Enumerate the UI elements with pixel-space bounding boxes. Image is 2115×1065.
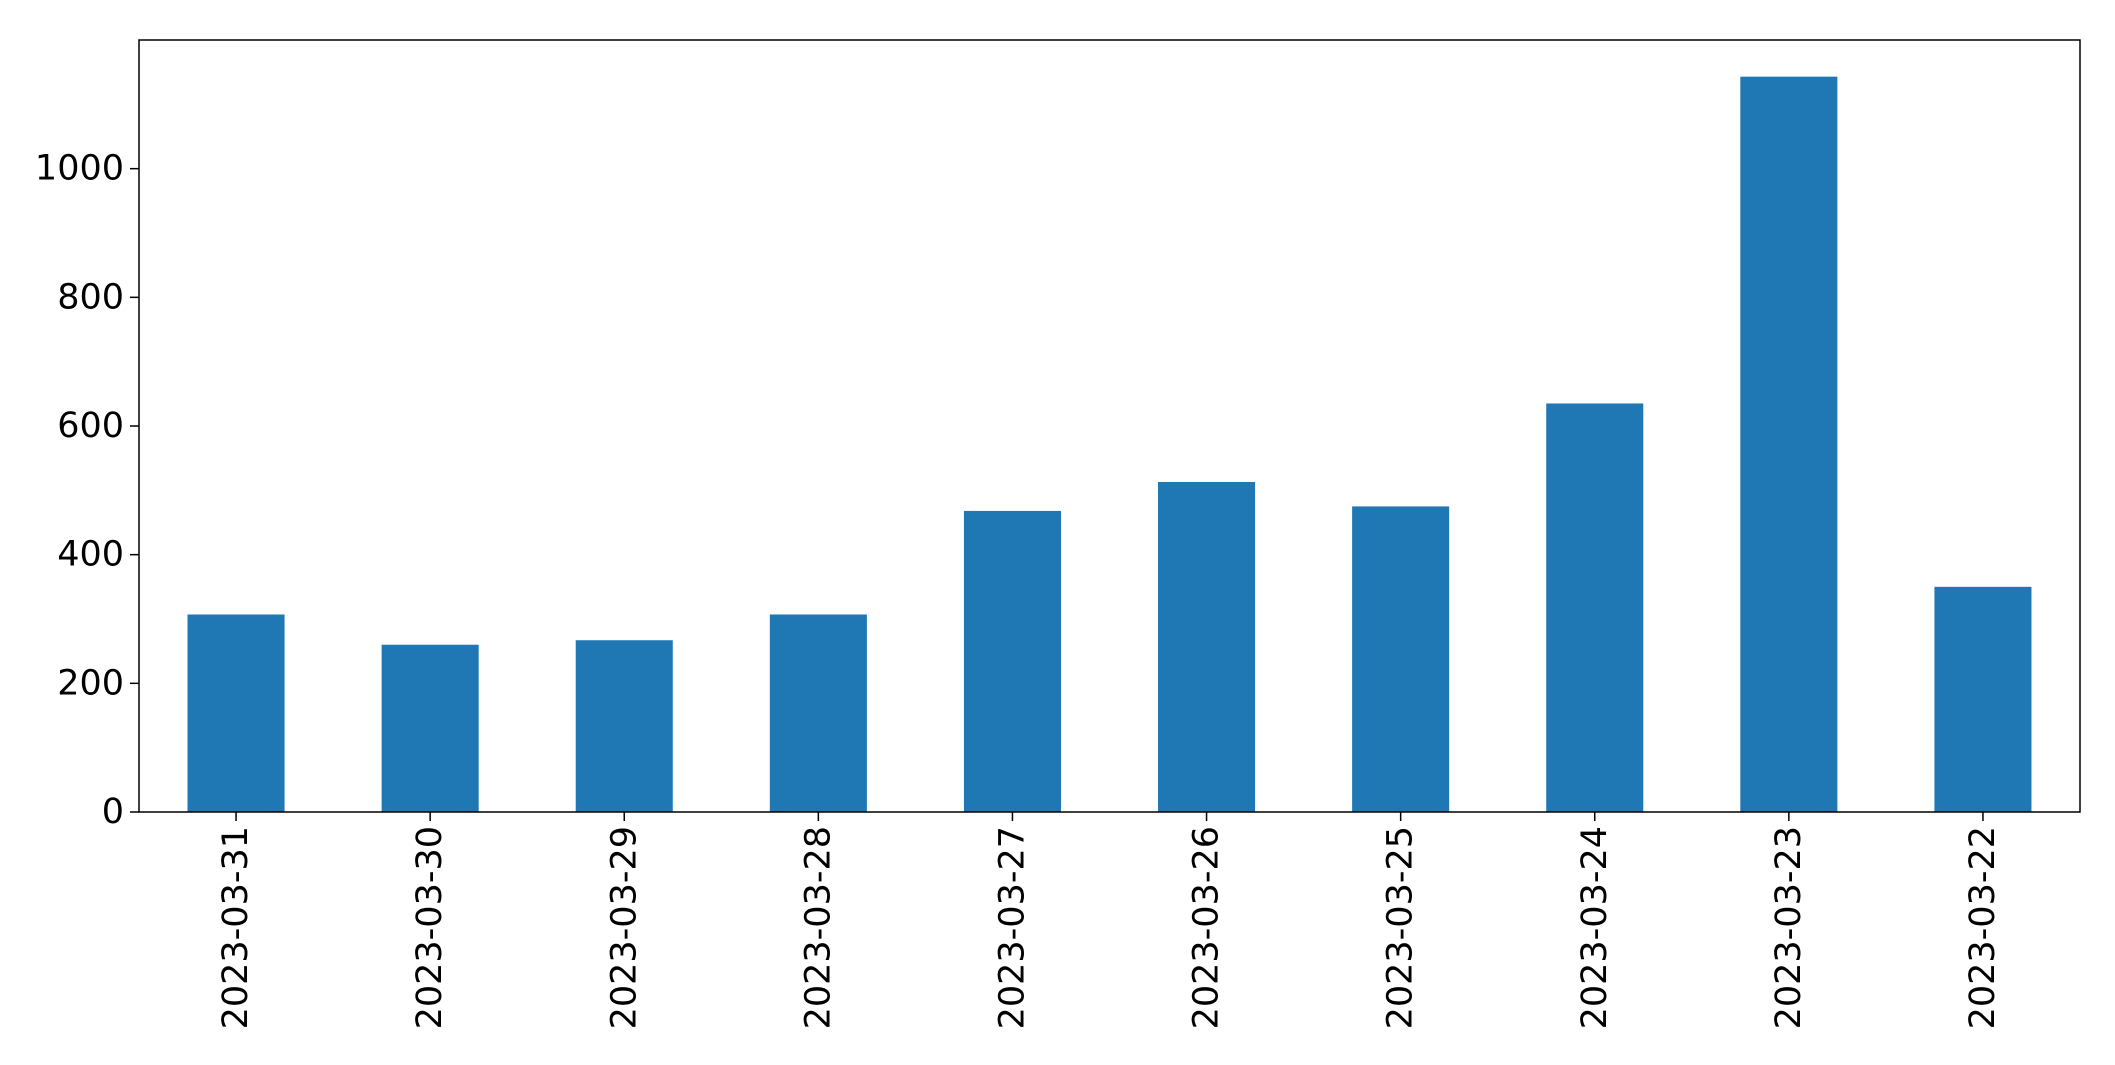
- y-tick-label: 800: [57, 277, 124, 317]
- bar-2023-03-29: [575, 640, 673, 812]
- y-axis: 0 200 400 600 800 1000: [35, 149, 139, 832]
- y-tick-label: 400: [57, 535, 124, 575]
- x-tick-label: 2023-03-24: [1575, 826, 1615, 1029]
- x-tick-label: 2023-03-23: [1769, 826, 1809, 1029]
- y-tick-label: 0: [102, 792, 124, 832]
- bar-2023-03-27: [963, 510, 1061, 812]
- x-tick-label: 2023-03-22: [1963, 826, 2003, 1029]
- y-tick-label: 1000: [35, 149, 124, 189]
- bar-2023-03-28: [769, 614, 867, 812]
- bars-layer: [187, 76, 2032, 813]
- x-tick-label: 2023-03-29: [604, 826, 644, 1029]
- y-tick-label: 600: [57, 406, 124, 446]
- x-tick-label: 2023-03-25: [1381, 826, 1421, 1029]
- bar-2023-03-30: [381, 644, 479, 812]
- plot-frame: [138, 39, 2081, 813]
- bar-2023-03-22: [1934, 586, 2032, 812]
- x-tick-label: 2023-03-30: [410, 826, 450, 1029]
- bar-2023-03-23: [1740, 76, 1838, 813]
- x-tick-label: 2023-03-28: [798, 826, 838, 1029]
- bar-2023-03-24: [1546, 403, 1644, 812]
- bar-2023-03-31: [187, 614, 285, 812]
- x-tick-label: 2023-03-31: [216, 826, 256, 1029]
- x-tick-label: 2023-03-26: [1187, 826, 1227, 1029]
- y-tick-label: 200: [57, 663, 124, 703]
- bar-2023-03-26: [1158, 481, 1256, 812]
- x-axis: 2023-03-31 2023-03-30 2023-03-29 2023-03-28…: [216, 812, 2003, 1029]
- x-tick-label: 2023-03-27: [992, 826, 1032, 1029]
- bar-2023-03-25: [1352, 506, 1450, 812]
